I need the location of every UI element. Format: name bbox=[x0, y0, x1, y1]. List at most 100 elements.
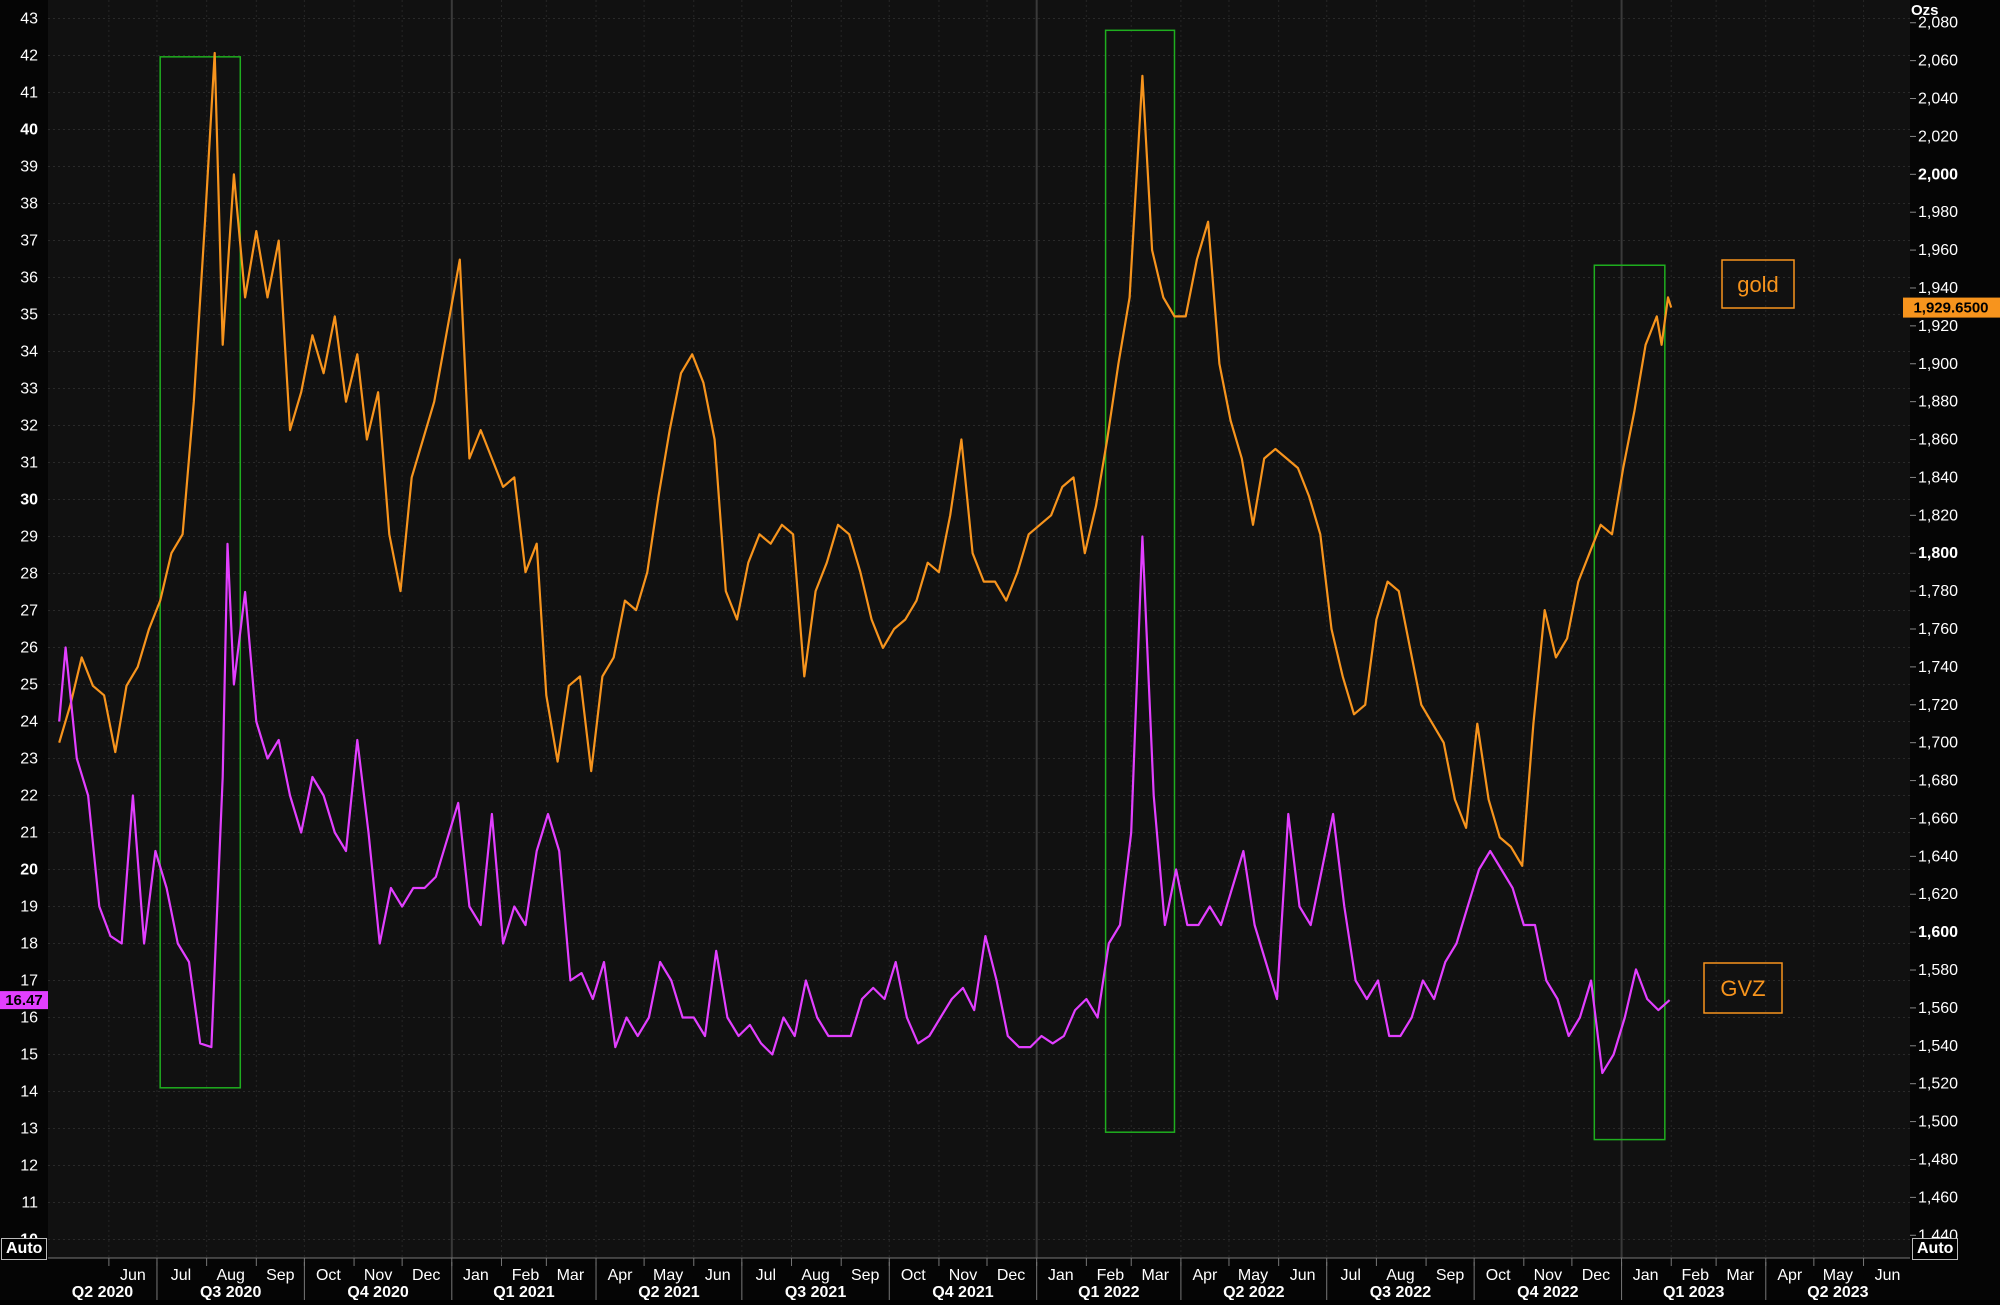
left-tick-label: 11 bbox=[21, 1195, 38, 1212]
left-tick-label: 32 bbox=[20, 418, 38, 435]
left-axis: 1011121314151617181920212223242526272829… bbox=[0, 11, 48, 1249]
quarter-label: Q2 2020 bbox=[72, 1284, 133, 1300]
quarter-label: Q1 2023 bbox=[1663, 1284, 1724, 1300]
month-label: Dec bbox=[412, 1267, 440, 1284]
right-tick-label: 1,700 bbox=[1918, 735, 1958, 752]
month-label: Feb bbox=[512, 1267, 540, 1284]
month-label: Aug bbox=[1386, 1267, 1414, 1284]
left-tick-label: 15 bbox=[20, 1047, 38, 1064]
month-label: Dec bbox=[1582, 1267, 1610, 1284]
month-label: Nov bbox=[949, 1267, 977, 1284]
quarter-label: Q1 2021 bbox=[493, 1284, 554, 1300]
month-label: Sep bbox=[851, 1267, 880, 1284]
legend-label-gold: gold bbox=[1737, 272, 1779, 297]
right-tick-label: 1,640 bbox=[1918, 848, 1958, 865]
left-tick-label: 30 bbox=[20, 492, 38, 509]
quarter-label: Q3 2020 bbox=[200, 1284, 261, 1300]
left-tick-label: 41 bbox=[20, 85, 38, 102]
month-label: Jun bbox=[1290, 1267, 1316, 1284]
left-tick-label: 34 bbox=[20, 344, 38, 361]
left-tick-label: 40 bbox=[20, 122, 38, 139]
month-label: Jun bbox=[705, 1267, 731, 1284]
left-tick-label: 17 bbox=[20, 973, 38, 990]
right-tick-label: 1,580 bbox=[1918, 962, 1958, 979]
month-label: Feb bbox=[1097, 1267, 1125, 1284]
highlight-box bbox=[1593, 264, 1666, 1141]
right-axis-unit: Ozs bbox=[1911, 2, 1939, 19]
legend: gold GVZ bbox=[1703, 259, 1795, 1014]
right-tick-label: 1,900 bbox=[1918, 356, 1958, 373]
month-label: Apr bbox=[1192, 1267, 1218, 1284]
month-label: Jun bbox=[120, 1267, 146, 1284]
right-tick-label: 1,880 bbox=[1918, 394, 1958, 411]
right-tick-label: 2,080 bbox=[1918, 15, 1958, 32]
right-tick-label: 1,820 bbox=[1918, 507, 1958, 524]
month-label: May bbox=[653, 1267, 683, 1284]
month-label: Nov bbox=[364, 1267, 392, 1284]
month-label: Oct bbox=[1486, 1267, 1511, 1284]
month-label: Jun bbox=[1875, 1267, 1901, 1284]
left-tick-label: 28 bbox=[20, 566, 38, 583]
left-tick-label: 24 bbox=[20, 714, 38, 731]
month-label: Sep bbox=[266, 1267, 295, 1284]
right-tick-label: 1,500 bbox=[1918, 1114, 1958, 1131]
auto-scale-right-button[interactable]: Auto bbox=[1912, 1238, 1959, 1260]
month-label: Mar bbox=[1141, 1267, 1169, 1284]
left-tick-label: 39 bbox=[20, 159, 38, 176]
right-tick-label: 1,800 bbox=[1918, 545, 1958, 562]
right-tick-label: 1,540 bbox=[1918, 1038, 1958, 1055]
left-tick-label: 20 bbox=[20, 862, 38, 879]
plot-area bbox=[48, 0, 1910, 1258]
month-label: Aug bbox=[801, 1267, 829, 1284]
last-value-label-gold: 1,929.6500 bbox=[1913, 300, 1988, 317]
month-label: Oct bbox=[901, 1267, 926, 1284]
month-label: Jul bbox=[1341, 1267, 1361, 1284]
left-tick-label: 26 bbox=[20, 640, 38, 657]
left-tick-label: 21 bbox=[20, 825, 38, 842]
left-tick-label: 13 bbox=[20, 1121, 38, 1138]
auto-scale-left-button[interactable]: Auto bbox=[1, 1238, 48, 1260]
right-tick-label: 1,960 bbox=[1918, 242, 1958, 259]
right-tick-label: 1,780 bbox=[1918, 583, 1958, 600]
quarter-label: Q4 2020 bbox=[347, 1284, 408, 1300]
right-tick-label: 1,840 bbox=[1918, 469, 1958, 486]
month-label: May bbox=[1823, 1267, 1853, 1284]
left-tick-label: 33 bbox=[20, 381, 38, 398]
left-tick-label: 16 bbox=[20, 1010, 38, 1027]
right-tick-label: 1,480 bbox=[1918, 1151, 1958, 1168]
right-tick-label: 2,000 bbox=[1918, 166, 1958, 183]
month-label: Jan bbox=[1048, 1267, 1074, 1284]
highlight-box bbox=[1104, 29, 1176, 1133]
grid bbox=[48, 0, 1910, 1258]
left-tick-label: 22 bbox=[20, 788, 38, 805]
month-label: Jul bbox=[756, 1267, 776, 1284]
right-tick-label: 1,920 bbox=[1918, 318, 1958, 335]
right-tick-label: 1,560 bbox=[1918, 1000, 1958, 1017]
month-label: Aug bbox=[216, 1267, 244, 1284]
legend-box-gvz bbox=[1703, 962, 1783, 1014]
left-tick-label: 14 bbox=[20, 1084, 38, 1101]
month-label: Oct bbox=[316, 1267, 341, 1284]
month-label: Jan bbox=[463, 1267, 489, 1284]
month-label: Apr bbox=[1777, 1267, 1803, 1284]
quarter-label: Q3 2021 bbox=[785, 1284, 846, 1300]
left-tick-label: 19 bbox=[20, 899, 38, 916]
right-tick-label: 2,040 bbox=[1918, 91, 1958, 108]
left-tick-label: 27 bbox=[20, 603, 38, 620]
month-label: Dec bbox=[997, 1267, 1025, 1284]
month-label: Feb bbox=[1681, 1267, 1709, 1284]
last-value-tag-gvz bbox=[0, 991, 48, 1010]
month-label: Jan bbox=[1633, 1267, 1659, 1284]
quarter-label: Q2 2022 bbox=[1223, 1284, 1284, 1300]
right-tick-label: 1,620 bbox=[1918, 886, 1958, 903]
right-tick-label: 1,600 bbox=[1918, 924, 1958, 941]
month-label: Mar bbox=[1726, 1267, 1754, 1284]
right-tick-label: 1,740 bbox=[1918, 659, 1958, 676]
left-tick-label: 35 bbox=[20, 307, 38, 324]
right-tick-label: 1,760 bbox=[1918, 621, 1958, 638]
right-tick-label: 1,680 bbox=[1918, 773, 1958, 790]
month-label: Sep bbox=[1436, 1267, 1465, 1284]
highlight-boxes bbox=[159, 29, 1666, 1141]
